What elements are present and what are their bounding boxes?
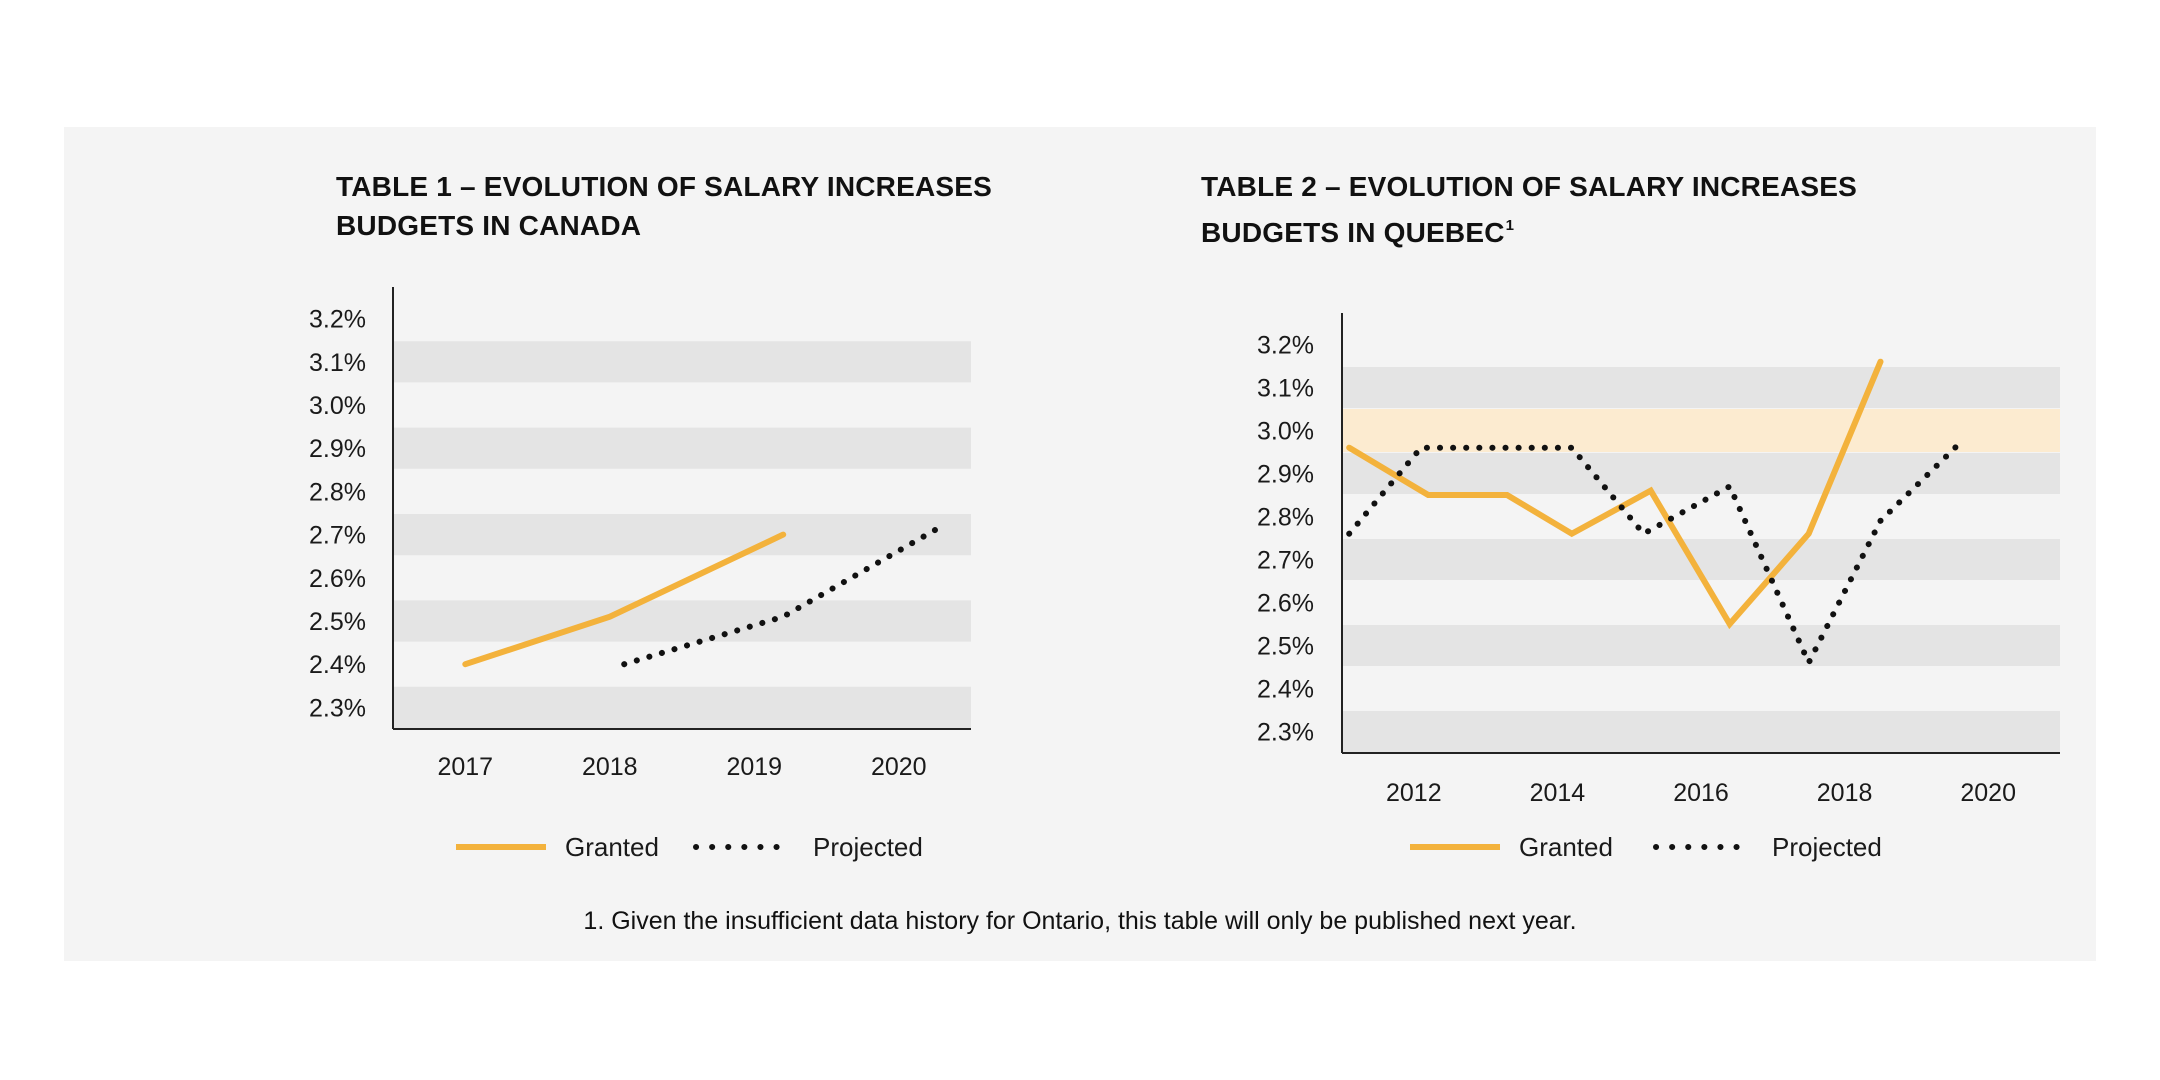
chart-2-x-tick-label: 2014 [1530,779,1586,807]
chart-2-title-line2: BUDGETS IN QUEBEC [1201,217,1505,248]
chart-2-title: TABLE 2 – EVOLUTION OF SALARY INCREASES B… [1201,167,1921,252]
chart-1-series-projected [621,523,946,668]
chart-2-x-tick-label: 2016 [1673,779,1729,807]
chart-1-y-tick-label: 2.5% [309,608,366,636]
chart-1-title-lead: TABLE 1 – [336,171,476,202]
chart-2-x-tick-label: 2018 [1817,779,1873,807]
chart-1-y-tick-label: 3.1% [309,349,366,377]
chart-2-grid-band [1342,453,2060,494]
chart-2-legend-projected-label: Projected [1772,832,1882,862]
chart-2-grid-band [1342,711,2060,752]
chart-1-y-tick-label: 2.7% [309,522,366,550]
chart-1-y-tick-label: 2.8% [309,478,366,506]
chart-2-legend-granted-label: Granted [1519,832,1613,862]
chart-2-y-tick-label: 3.2% [1257,332,1314,360]
chart-2-series-projected [1346,440,1963,670]
chart-1-y-tick-label: 3.0% [309,392,366,420]
chart-1-grid-band [393,686,971,728]
chart-1-y-tick-label: 2.4% [309,651,366,679]
chart-2-y-tick-label: 2.9% [1257,461,1314,489]
chart-2-series-granted [1346,358,1884,630]
chart-2-y-tick-label: 3.0% [1257,418,1314,446]
chart-1-legend-projected-label: Projected [813,832,923,862]
chart-1-grid-band [393,427,971,469]
chart-2-title-line1: EVOLUTION OF SALARY INCREASES [1348,171,1858,202]
chart-2-y-tick-label: 2.8% [1257,504,1314,532]
chart-2-grid-band [1342,367,2060,408]
chart-1-grid-band [393,341,971,383]
chart-1-legend-granted-label: Granted [565,832,659,862]
chart-1-x-tick-label: 2018 [582,753,638,781]
chart-1-title-line1: EVOLUTION OF SALARY INCREASES [483,171,993,202]
chart-1-title-line2: BUDGETS IN CANADA [336,210,642,241]
chart-1-y-tick-label: 2.3% [309,694,366,722]
chart-2-grid-band [1342,625,2060,666]
chart-1-grid-band [393,600,971,642]
chart-1-grid-band [393,514,971,556]
chart-2-y-tick-label: 2.6% [1257,590,1314,618]
chart-2-title-footnote-marker: 1 [1505,217,1515,234]
chart-1-y-tick-label: 2.9% [309,435,366,463]
chart-1-series-granted [462,531,787,668]
chart-1-x-tick-label: 2017 [437,753,493,781]
chart-1-y-tick-label: 2.6% [309,565,366,593]
chart-2-x-tick-label: 2020 [1960,779,2016,807]
chart-2-quebec: 3.2% 3.1% 3.0% 2.9% 2.8% 2.7% 2.6% 2.5% 2.4% 2.3%… [1257,313,2060,862]
charts-panel: TABLE 1 – EVOLUTION OF SALARY INCREASES B… [64,127,2096,961]
chart-1-y-tick-label: 3.2% [309,306,366,334]
chart-1-canada: 3.2% 3.1% 3.0% 2.9% 2.8% 2.7% 2.6% 2.5% 2.4% 2.3%… [309,287,971,862]
chart-2-y-tick-label: 2.4% [1257,676,1314,704]
chart-2-y-tick-label: 3.1% [1257,375,1314,403]
chart-2-y-tick-label: 2.7% [1257,547,1314,575]
chart-2-y-tick-label: 2.3% [1257,719,1314,747]
chart-1-x-tick-label: 2019 [726,753,782,781]
chart-1-x-tick-label: 2020 [871,753,927,781]
chart-2-highlight-band [1342,409,2060,452]
chart-2-y-tick-label: 2.5% [1257,633,1314,661]
chart-2-title-lead: TABLE 2 – [1201,171,1341,202]
chart-1-title: TABLE 1 – EVOLUTION OF SALARY INCREASES B… [336,167,1056,245]
chart-2-x-tick-label: 2012 [1386,779,1442,807]
footnote: 1. Given the insufficient data history f… [583,907,1577,935]
